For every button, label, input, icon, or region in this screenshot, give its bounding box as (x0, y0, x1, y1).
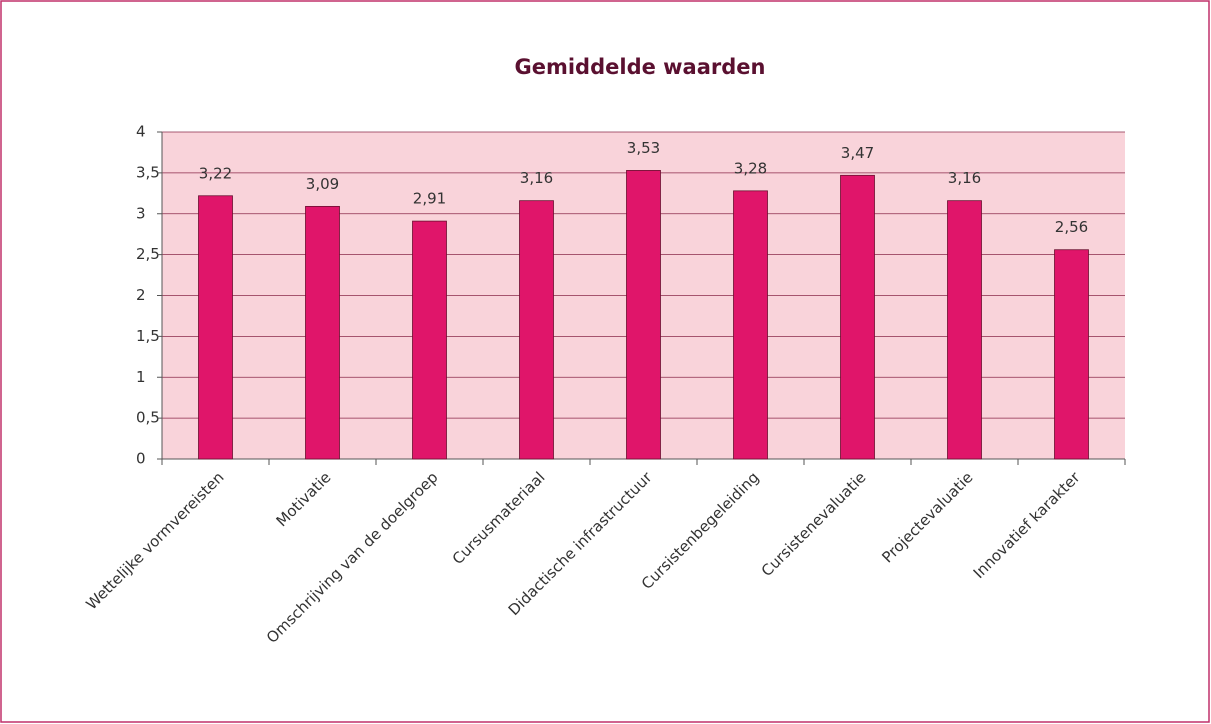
y-tick-label: 0 (136, 450, 146, 468)
value-label: 3,53 (627, 139, 660, 157)
bar (626, 170, 661, 460)
value-label: 3,16 (948, 169, 981, 187)
value-label: 2,91 (413, 190, 446, 208)
y-tick-label: 1,5 (136, 327, 160, 345)
value-label: 2,56 (1055, 218, 1088, 236)
bar (519, 200, 554, 460)
bar (840, 174, 875, 460)
bar (947, 200, 982, 460)
y-tick-label: 4 (136, 123, 146, 141)
value-label: 3,47 (841, 144, 874, 162)
value-label: 3,22 (199, 164, 232, 182)
chart-title: Gemiddelde waarden (515, 55, 766, 79)
bar (733, 190, 768, 460)
bar (305, 205, 340, 460)
bar (412, 220, 447, 460)
value-label: 3,28 (734, 159, 767, 177)
y-tick-label: 3,5 (136, 163, 160, 181)
y-tick-label: 3 (136, 204, 146, 222)
value-label: 3,16 (520, 169, 553, 187)
bar (1054, 249, 1089, 460)
value-label: 3,09 (306, 175, 339, 193)
y-tick-label: 0,5 (136, 409, 160, 427)
y-tick-label: 2 (136, 286, 146, 304)
y-tick-label: 2,5 (136, 245, 160, 263)
bar (198, 195, 233, 460)
y-tick-label: 1 (136, 368, 146, 386)
